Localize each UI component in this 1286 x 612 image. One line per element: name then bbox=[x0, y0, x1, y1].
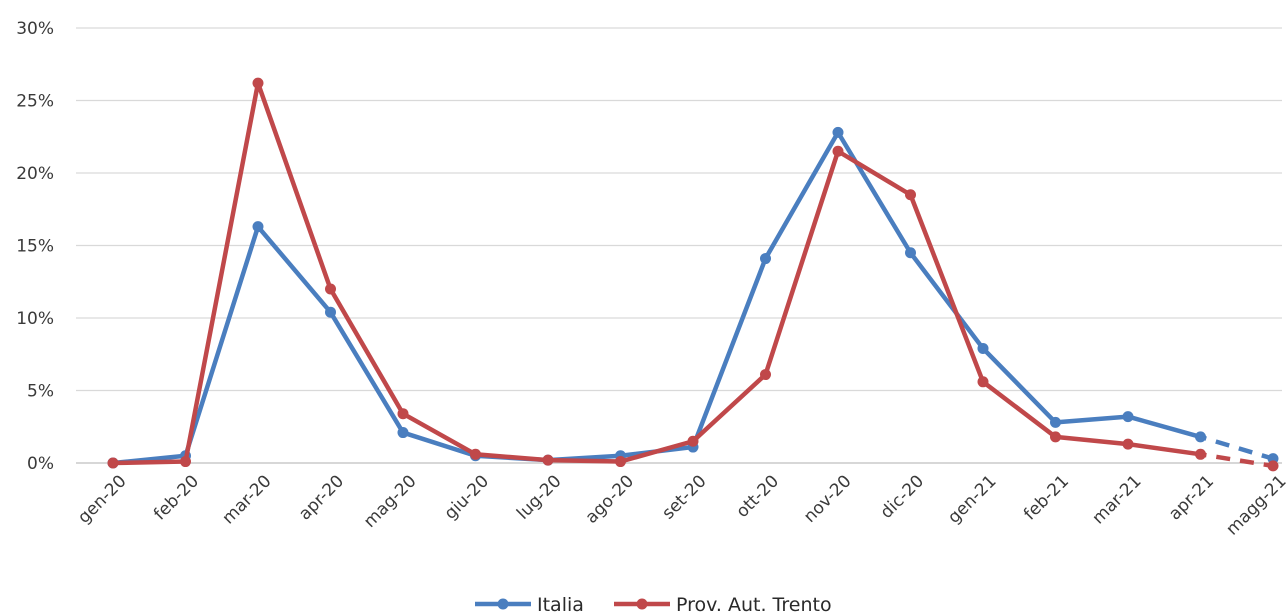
data-point bbox=[1122, 438, 1134, 450]
data-point bbox=[905, 189, 916, 201]
data-point bbox=[687, 435, 699, 447]
x-tick-label: feb-21 bbox=[1020, 471, 1073, 524]
legend-swatch-marker bbox=[497, 598, 509, 610]
data-point bbox=[832, 145, 844, 157]
data-point bbox=[1050, 416, 1061, 428]
series-lines bbox=[107, 77, 1279, 472]
data-point bbox=[397, 408, 409, 420]
data-point bbox=[977, 342, 989, 354]
x-tick-label: mar-21 bbox=[1089, 471, 1146, 528]
legend-label: Italia bbox=[537, 594, 584, 612]
x-tick-label: lug-20 bbox=[513, 471, 565, 523]
x-tick-label: magg-21 bbox=[1222, 471, 1286, 539]
data-point bbox=[107, 457, 119, 469]
x-tick-label: apr-20 bbox=[295, 471, 348, 524]
data-point bbox=[977, 376, 989, 388]
axes: 0% 5% 10% 15% 20% 25% 30% gen-20 feb-20 mar-20 apr… bbox=[16, 19, 1286, 540]
series-projection-line-0 bbox=[1199, 434, 1274, 461]
data-point bbox=[542, 454, 554, 466]
y-tick-label: 20% bbox=[16, 164, 54, 184]
x-tick-label: dic-20 bbox=[877, 471, 928, 522]
data-point bbox=[832, 126, 844, 138]
series-line-1 bbox=[110, 80, 1203, 466]
legend-swatch-marker bbox=[636, 598, 648, 610]
y-tick-label: 25% bbox=[16, 92, 54, 112]
gridlines bbox=[76, 27, 1282, 464]
y-tick-label: 0% bbox=[27, 454, 54, 474]
legend-label: Prov. Aut. Trento bbox=[676, 594, 832, 612]
y-tick-label: 10% bbox=[16, 309, 54, 329]
data-point bbox=[325, 306, 336, 318]
data-point bbox=[1050, 431, 1061, 443]
legend: Italia Prov. Aut. Trento bbox=[475, 594, 832, 612]
x-tick-label: mar-20 bbox=[219, 471, 276, 528]
x-tick-label: apr-21 bbox=[1165, 471, 1218, 524]
x-tick-label: gen-20 bbox=[74, 471, 130, 527]
x-tick-label: mag-20 bbox=[360, 471, 420, 531]
data-point bbox=[760, 369, 771, 381]
x-tick-label: giu-20 bbox=[441, 471, 493, 523]
y-tick-label: 5% bbox=[27, 382, 54, 402]
data-point bbox=[470, 448, 481, 460]
data-point bbox=[760, 253, 771, 265]
data-point bbox=[325, 283, 336, 295]
x-tick-label: feb-20 bbox=[150, 471, 203, 524]
data-point bbox=[1122, 411, 1134, 423]
data-point bbox=[397, 427, 409, 439]
x-tick-label: ago-20 bbox=[582, 471, 638, 527]
y-tick-label: 30% bbox=[16, 19, 54, 39]
data-point bbox=[1267, 460, 1279, 472]
data-point bbox=[1195, 448, 1206, 460]
data-point bbox=[1195, 431, 1206, 443]
series-line-0 bbox=[110, 130, 1203, 466]
data-point bbox=[180, 456, 191, 468]
y-tick-label: 15% bbox=[16, 237, 54, 257]
data-point bbox=[252, 221, 264, 233]
data-point bbox=[905, 247, 916, 259]
x-tick-label: set-20 bbox=[658, 471, 710, 523]
data-point bbox=[252, 77, 264, 89]
x-tick-label: nov-20 bbox=[800, 471, 856, 527]
data-point bbox=[615, 456, 626, 468]
x-tick-label: gen-21 bbox=[944, 471, 1000, 527]
x-tick-label: ott-20 bbox=[732, 471, 783, 522]
